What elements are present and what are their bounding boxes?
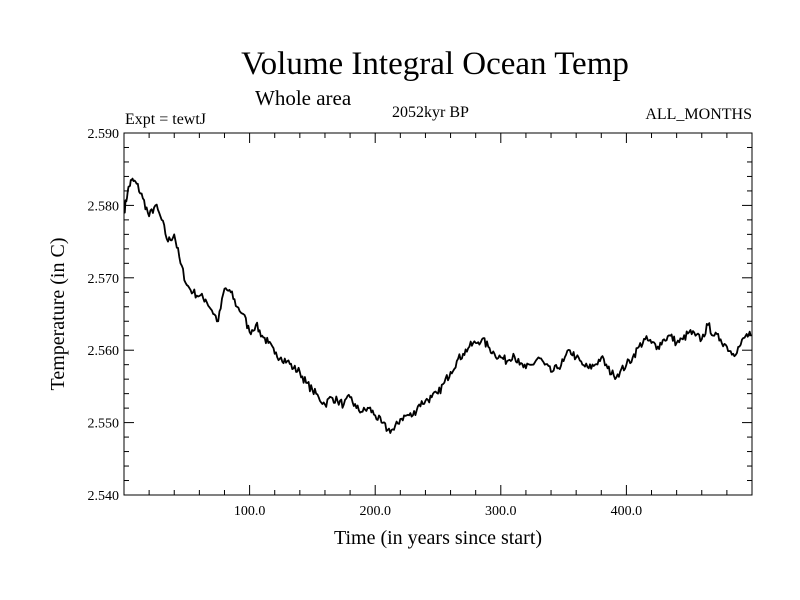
y-tick-label: 2.560 <box>88 344 120 359</box>
chart-title: Volume Integral Ocean Temp <box>241 46 629 82</box>
experiment-label: Expt = tewtJ <box>125 111 207 128</box>
y-tick-label: 2.590 <box>88 127 120 142</box>
y-tick-label: 2.580 <box>88 199 120 214</box>
x-tick-label: 200.0 <box>359 504 391 519</box>
y-tick-label: 2.540 <box>88 489 120 504</box>
tick-marks <box>124 132 752 496</box>
x-tick-label: 400.0 <box>611 504 643 519</box>
plot-frame <box>123 132 753 496</box>
x-tick-label: 300.0 <box>485 504 517 519</box>
months-label: ALL_MONTHS <box>645 106 752 123</box>
series-line <box>123 177 752 434</box>
x-axis-label: Time (in years since start) <box>334 527 542 549</box>
y-tick-label: 2.570 <box>88 272 120 287</box>
y-tick-label: 2.550 <box>88 417 120 432</box>
tick-labels: 2.540 2.550 2.560 2.570 2.580 2.590 100.0 200.0… <box>88 127 643 519</box>
chart-subtitle: Whole area <box>255 86 352 110</box>
period-label: 2052kyr BP <box>392 104 469 121</box>
x-tick-label: 100.0 <box>234 504 266 519</box>
y-axis-label: Temperature (in C) <box>47 238 69 391</box>
